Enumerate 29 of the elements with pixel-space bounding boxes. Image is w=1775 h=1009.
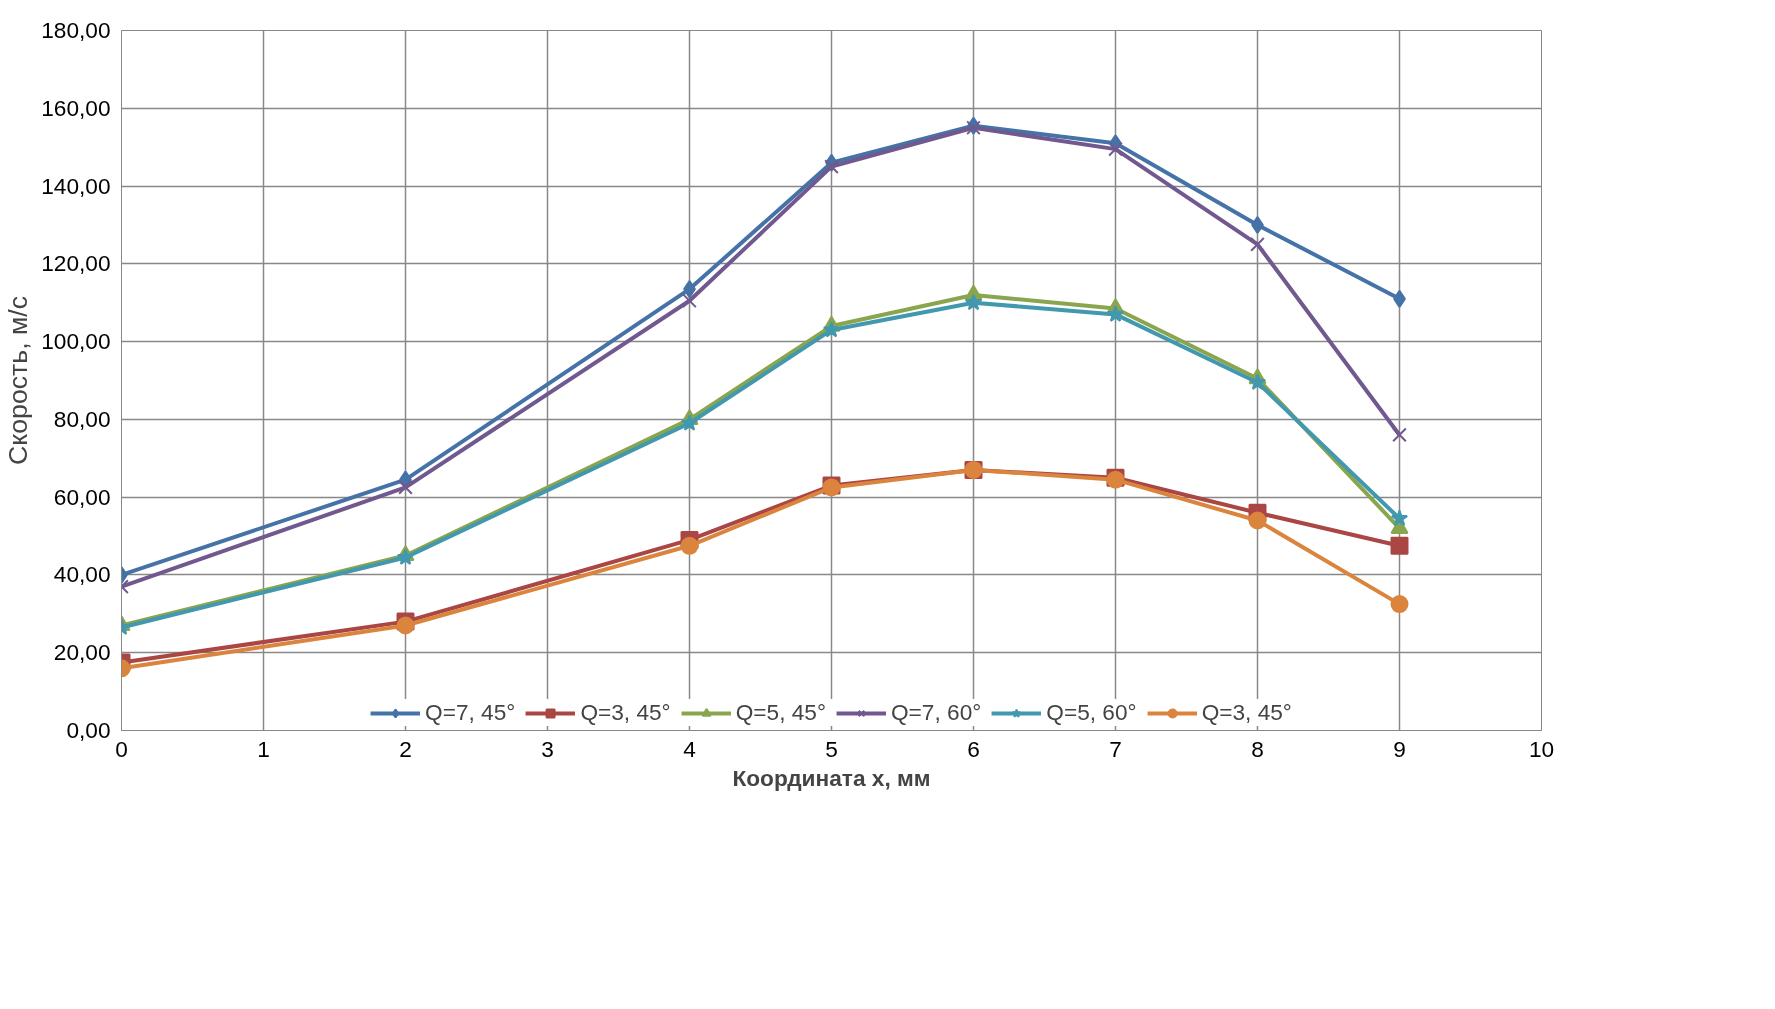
x-tick-label: 10 bbox=[1528, 735, 1555, 762]
y-tick-label: 160,00 bbox=[41, 94, 111, 121]
y-tick-label: 140,00 bbox=[41, 172, 111, 199]
y-axis-title: Скорость, м/с bbox=[3, 296, 34, 465]
y-tick-label: 20,00 bbox=[53, 639, 111, 666]
x-tick-label: 5 bbox=[825, 735, 838, 762]
legend-label: Q=5, 45° bbox=[735, 699, 826, 726]
y-tick-label: 40,00 bbox=[53, 561, 111, 588]
x-tick-label: 7 bbox=[1109, 735, 1122, 762]
x-tick-label: 4 bbox=[683, 735, 696, 762]
x-tick-label: 6 bbox=[967, 735, 980, 762]
y-tick-label: 0,00 bbox=[66, 717, 111, 743]
y-tick-label: 120,00 bbox=[41, 250, 111, 277]
x-tick-label: 3 bbox=[541, 735, 554, 762]
x-tick-label: 2 bbox=[399, 735, 412, 762]
y-tick-label: 60,00 bbox=[53, 483, 111, 510]
y-tick-label: 100,00 bbox=[41, 328, 111, 355]
x-axis-title: Координата x, мм bbox=[732, 764, 931, 791]
legend-label: Q=5, 60° bbox=[1046, 699, 1137, 726]
x-tick-label: 9 bbox=[1393, 735, 1406, 762]
legend-label: Q=7, 45° bbox=[425, 699, 516, 726]
legend-label: Q=7, 60° bbox=[891, 699, 982, 726]
legend-label: Q=3, 45° bbox=[580, 699, 671, 726]
x-tick-label: 8 bbox=[1251, 735, 1264, 762]
y-tick-label: 180,00 bbox=[41, 17, 111, 43]
x-tick-label: 0 bbox=[115, 735, 128, 762]
x-tick-label: 1 bbox=[257, 735, 270, 762]
y-tick-label: 80,00 bbox=[53, 405, 111, 432]
legend-label: Q=3, 45° bbox=[1201, 699, 1292, 726]
